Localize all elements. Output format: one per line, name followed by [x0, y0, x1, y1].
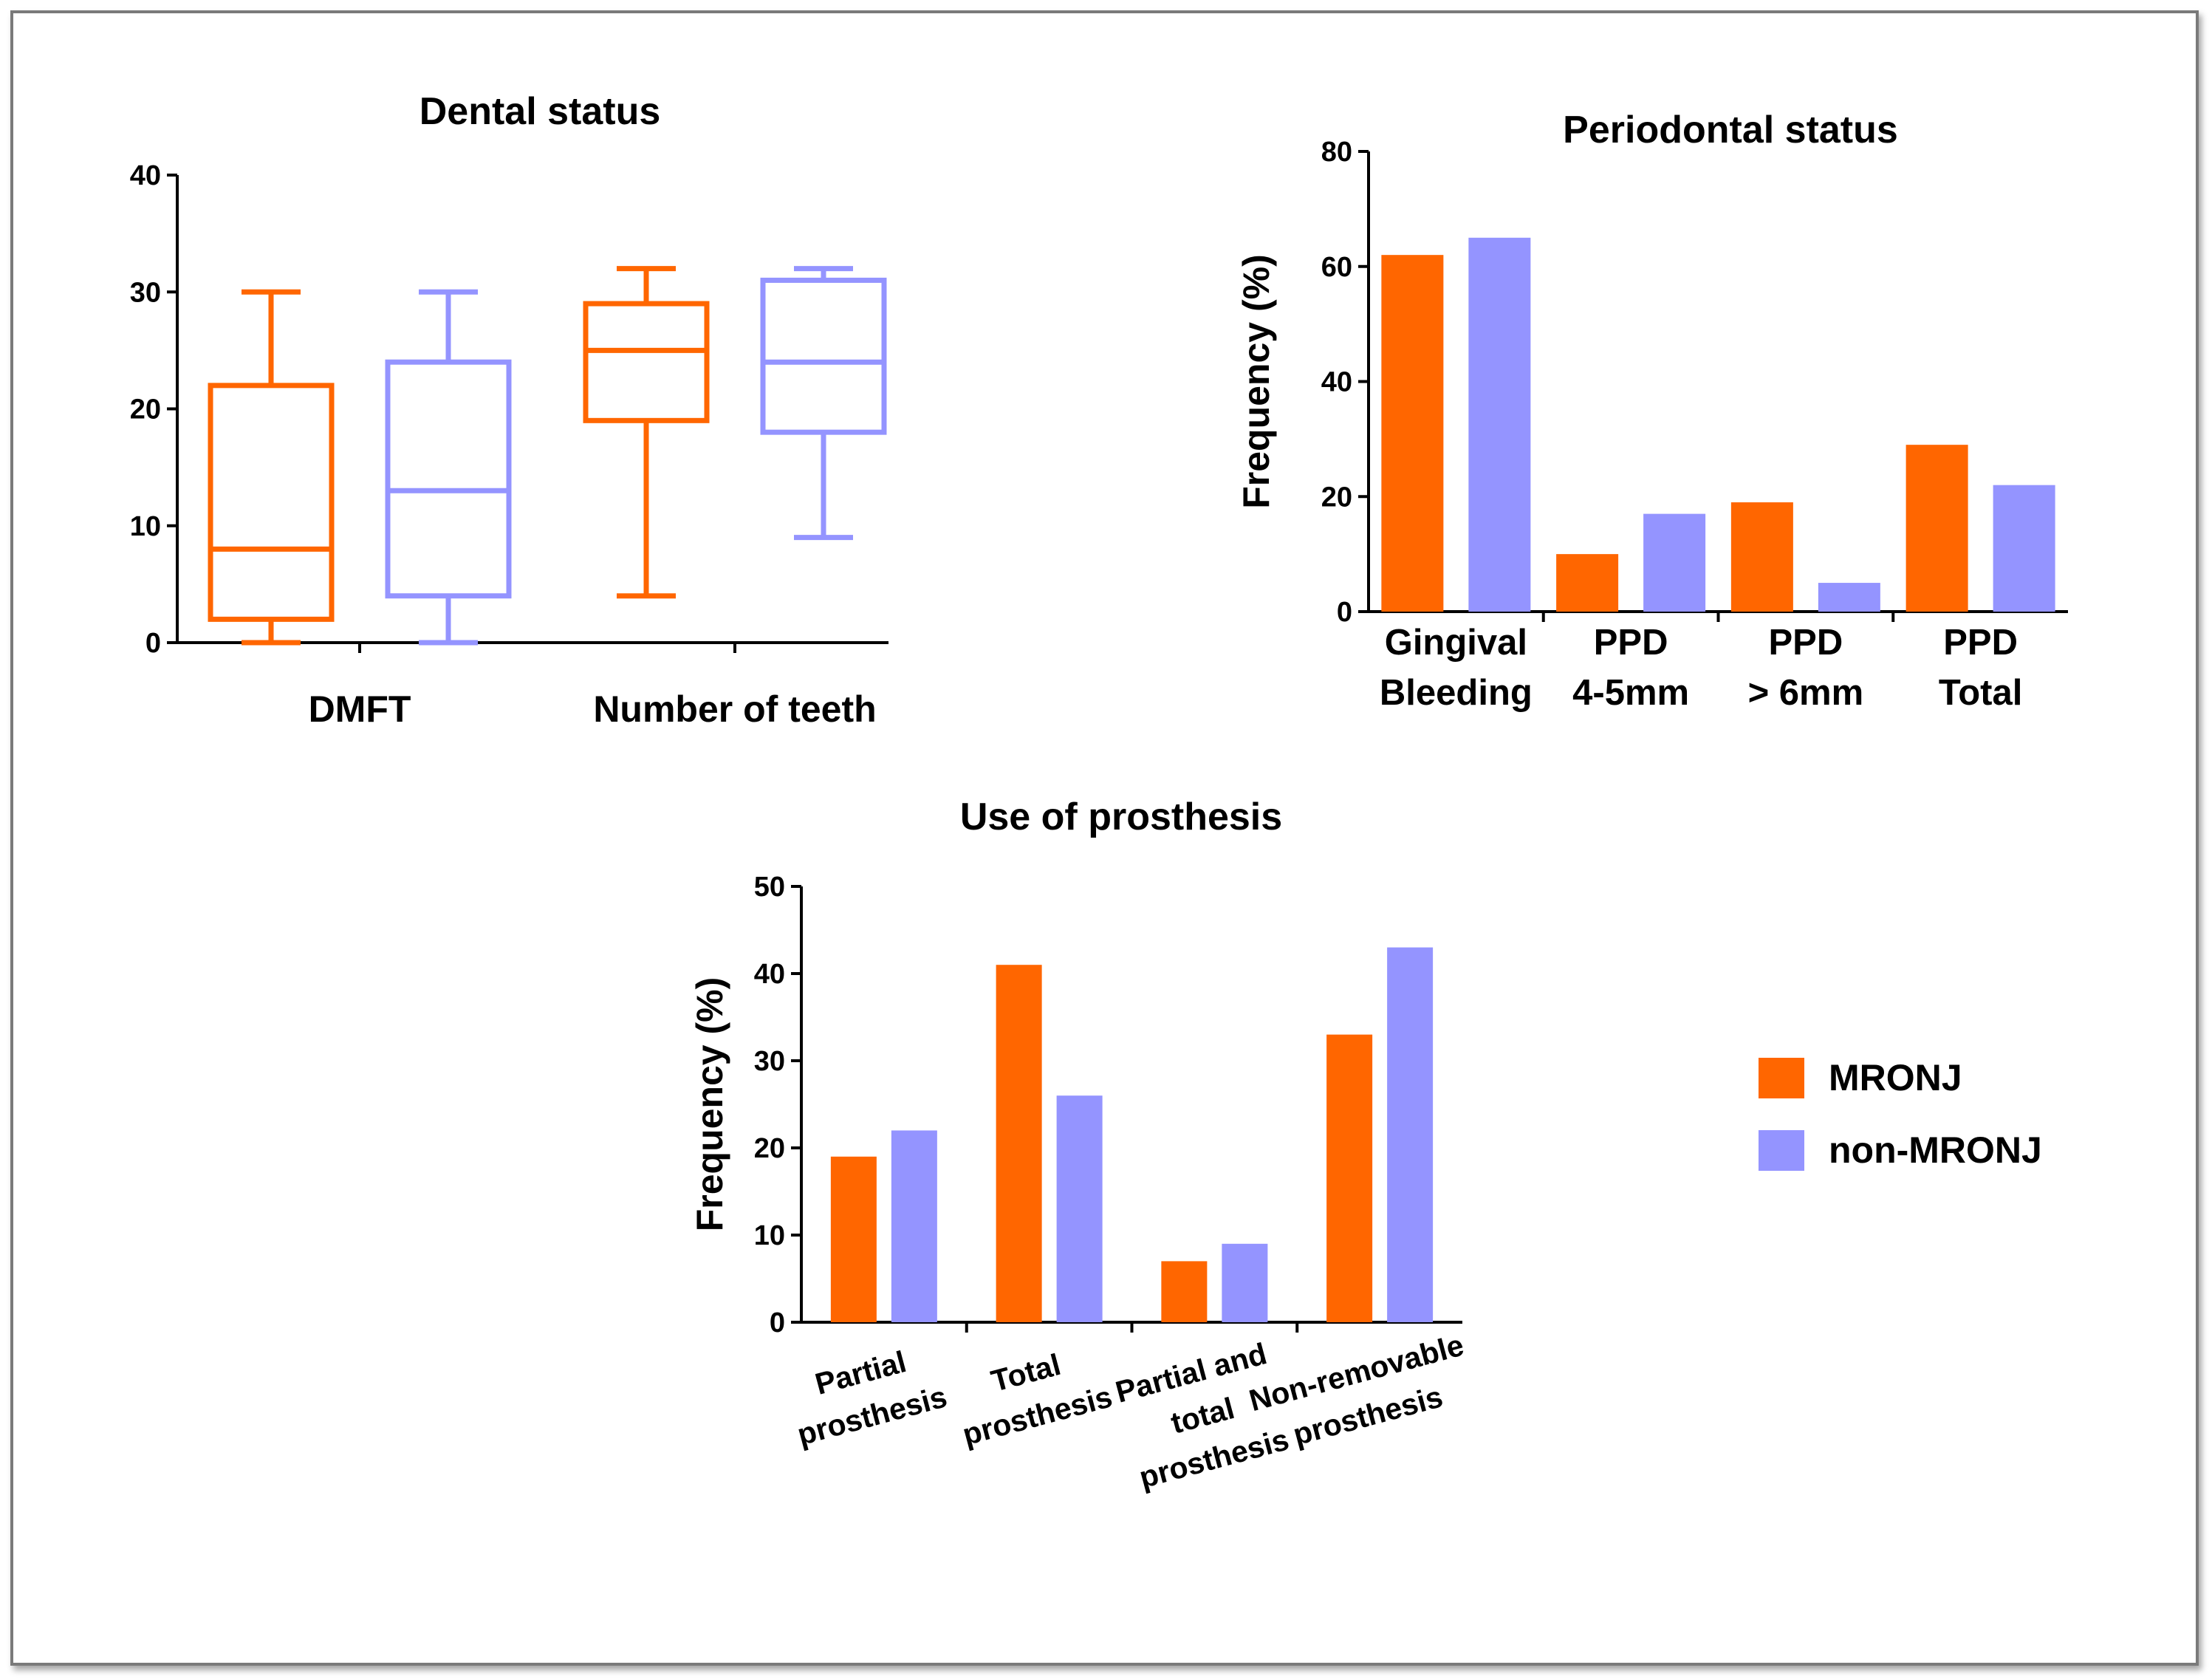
periodontal-y-tick-label: 0 [1337, 597, 1352, 628]
prosthesis-y-tick-label: 10 [754, 1220, 785, 1251]
legend-label-non-mronj: non-MRONJ [1829, 1129, 2042, 1171]
category-label-line: Total [1939, 673, 2022, 713]
prosthesis-bar-mronj [1161, 1261, 1208, 1322]
dental-box-non-mronj-teeth [760, 266, 887, 541]
periodontal-y-tick-label: 20 [1321, 482, 1352, 513]
periodontal-bar-non-mronj [1818, 583, 1880, 612]
category-label-line: 4-5mm [1572, 673, 1689, 713]
category-label-line: Gingival [1385, 623, 1527, 663]
box-iqr [583, 301, 710, 423]
periodontal-bar-non-mronj [1468, 237, 1531, 612]
category-label-line: PPD [1768, 623, 1843, 663]
dental-box-non-mronj-dmft [385, 289, 512, 646]
category-label-line: PPD [1594, 623, 1668, 663]
dental-status-chart: Dental status 0 10 20 30 40 DMFT Number of teet… [130, 90, 888, 730]
periodontal-x-category-label: Gingival Bleeding [1380, 623, 1533, 713]
periodontal-bar-mronj [1905, 445, 1968, 612]
category-label-line: Bleeding [1380, 673, 1533, 713]
prosthesis-bar-non-mronj [1222, 1243, 1268, 1322]
dental-y-tick-label: 0 [145, 628, 161, 659]
periodontal-bar-mronj [1381, 255, 1444, 612]
prosthesis-bar-non-mronj [1056, 1095, 1103, 1322]
legend: MRONJ non-MRONJ [1759, 1057, 2042, 1171]
category-label-line: prosthesis [959, 1379, 1115, 1451]
periodontal-y-tick-label: 80 [1321, 137, 1352, 168]
periodontal-bar-non-mronj [1993, 485, 2055, 612]
dental-x-group-label: Number of teeth [593, 688, 876, 730]
dental-y-tick-label: 20 [130, 394, 161, 425]
dental-x-group-label: DMFT [309, 688, 411, 730]
dental-y-tick-label: 10 [130, 511, 161, 542]
periodontal-bar-mronj [1730, 502, 1793, 612]
category-label-line: Partial and [1112, 1336, 1270, 1409]
dental-box-mronj-teeth [583, 266, 710, 599]
category-label-line: Total [987, 1347, 1064, 1398]
dental-chart-title: Dental status [420, 90, 661, 133]
prosthesis-y-tick-label: 50 [754, 872, 785, 903]
periodontal-x-category-label: PPD Total [1939, 623, 2022, 713]
periodontal-bar-mronj [1556, 554, 1619, 612]
periodontal-x-category-label: PPD > 6mm [1748, 623, 1864, 713]
figure-frame [10, 10, 2199, 1666]
dental-y-tick-label: 30 [130, 277, 161, 308]
prosthesis-y-tick-label: 0 [770, 1307, 785, 1338]
prosthesis-chart-title: Use of prosthesis [960, 796, 1282, 838]
periodontal-bar-non-mronj [1643, 513, 1706, 612]
prosthesis-x-category-label: Partial andtotalprosthesis [1112, 1336, 1293, 1495]
prosthesis-y-axis-label: Frequency (%) [689, 977, 730, 1232]
periodontal-y-axis-label: Frequency (%) [1236, 254, 1277, 509]
box-iqr [208, 383, 335, 622]
periodontal-y-tick-label: 40 [1321, 367, 1352, 398]
prosthesis-bar-mronj [996, 965, 1042, 1322]
dental-box-mronj-dmft [208, 289, 335, 646]
prosthesis-y-tick-label: 30 [754, 1046, 785, 1077]
prosthesis-y-tick-label: 20 [754, 1133, 785, 1164]
prosthesis-bar-mronj [1326, 1034, 1373, 1322]
category-label-line: > 6mm [1748, 673, 1864, 713]
periodontal-chart-title: Periodontal status [1563, 109, 1898, 151]
prosthesis-bar-non-mronj [1387, 947, 1434, 1322]
prosthesis-bar-mronj [830, 1156, 877, 1322]
category-label-line: prosthesis [1136, 1422, 1292, 1494]
prosthesis-x-category-label: Partialprosthesis [782, 1336, 951, 1451]
periodontal-status-chart: Periodontal status 0 20 40 60 80 Frequency (%)… [1236, 109, 2068, 713]
prosthesis-y-tick-label: 40 [754, 959, 785, 990]
category-label-line: total [1168, 1391, 1239, 1440]
box-iqr [760, 277, 887, 435]
box-iqr [385, 359, 512, 599]
prosthesis-x-category-label: Totalprosthesis [948, 1336, 1116, 1451]
legend-swatch-non-mronj [1759, 1130, 1804, 1171]
prosthesis-chart: Use of prosthesis 0 10 20 30 40 50 Frequency (%… [689, 796, 1468, 1495]
prosthesis-bar-non-mronj [891, 1130, 937, 1322]
legend-swatch-mronj [1759, 1058, 1804, 1098]
periodontal-y-tick-label: 60 [1321, 252, 1352, 283]
legend-label-mronj: MRONJ [1829, 1057, 1962, 1098]
periodontal-x-category-label: PPD 4-5mm [1572, 623, 1689, 713]
category-label-line: PPD [1943, 623, 2018, 663]
dental-y-tick-label: 40 [130, 160, 161, 191]
